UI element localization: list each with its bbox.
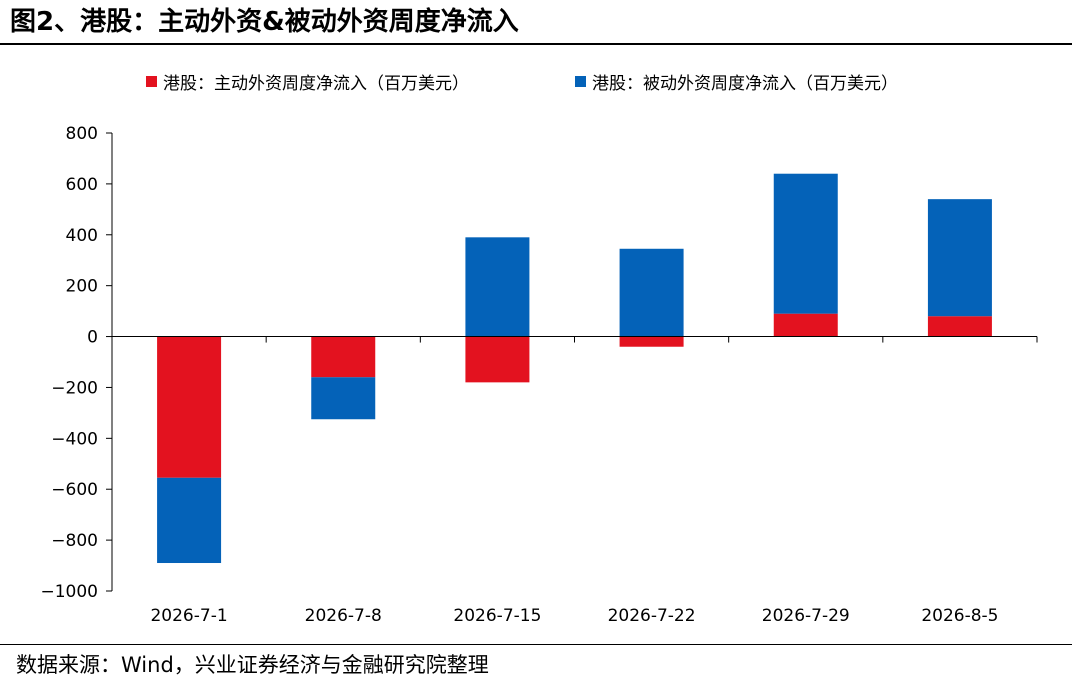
y-tick-label--800: −800	[51, 531, 98, 551]
bar-active-2026-7-29	[773, 313, 838, 337]
bar-passive-2026-7-15	[465, 237, 530, 337]
bar-active-2026-7-8	[311, 336, 376, 378]
y-tick-label--400: −400	[51, 429, 98, 449]
x-tick-label-2026-7-29: 2026-7-29	[762, 606, 850, 626]
y-tick-label-800: 800	[66, 124, 98, 144]
y-tick-label-600: 600	[66, 175, 98, 195]
legend-swatch-passive	[575, 75, 586, 87]
bar-passive-2026-8-5	[927, 199, 992, 317]
legend-active: 港股：主动外资周度净流入（百万美元）	[146, 68, 469, 94]
bar-active-2026-7-15	[465, 336, 530, 383]
y-tick-label--1000: −1000	[40, 582, 98, 602]
y-tick-label-200: 200	[66, 277, 98, 297]
source-note: 数据来源：Wind，兴业证券经济与金融研究院整理	[16, 653, 489, 677]
figure-title: 图2、港股：主动外资&被动外资周度净流入	[10, 7, 519, 37]
x-tick-label-2026-8-5: 2026-8-5	[921, 606, 998, 626]
y-tick-label-400: 400	[66, 226, 98, 246]
legend-swatch-active	[146, 75, 157, 87]
bar-passive-2026-7-8	[311, 377, 376, 420]
y-tick-label--200: −200	[51, 378, 98, 398]
x-tick-label-2026-7-8: 2026-7-8	[305, 606, 382, 626]
y-tick-label-0: 0	[87, 328, 98, 348]
x-tick-label-2026-7-22: 2026-7-22	[608, 606, 696, 626]
bar-active-2026-7-22	[619, 336, 684, 347]
legend-label-passive: 港股：被动外资周度净流入（百万美元）	[592, 73, 898, 94]
legend-label-active: 港股：主动外资周度净流入（百万美元）	[163, 73, 469, 94]
x-tick-label-2026-7-1: 2026-7-1	[150, 606, 227, 626]
bar-active-2026-8-5	[927, 316, 992, 337]
legend-passive: 港股：被动外资周度净流入（百万美元）	[575, 68, 898, 94]
x-tick-label-2026-7-15: 2026-7-15	[453, 606, 541, 626]
bar-active-2026-7-1	[157, 336, 222, 478]
title-rule	[0, 43, 1072, 45]
y-tick-label--600: −600	[51, 480, 98, 500]
source-rule	[0, 644, 1072, 645]
stacked-bar-chart: 800 600 400 200 0 −200 −400 −600 −800 −1000 2026-7…	[40, 124, 1038, 626]
bar-passive-2026-7-29	[773, 173, 838, 314]
bar-passive-2026-7-1	[157, 477, 222, 564]
bar-passive-2026-7-22	[619, 248, 684, 337]
